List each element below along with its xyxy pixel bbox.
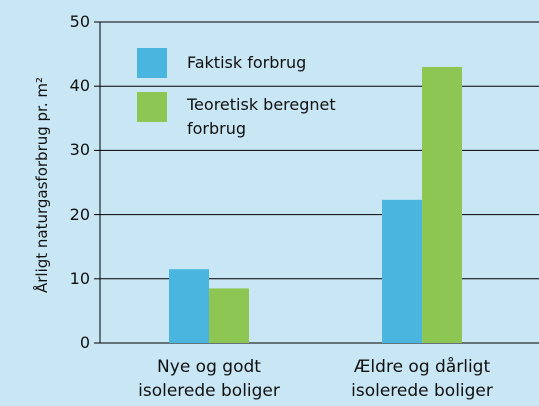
- bar: [422, 66, 462, 343]
- bar: [382, 199, 422, 343]
- legend-label: Teoretisk beregnet forbrug: [187, 95, 336, 138]
- y-tick-label: 40: [69, 76, 90, 96]
- bar: [169, 269, 209, 343]
- y-tick-label: 50: [69, 12, 90, 31]
- y-axis-label: Årligt naturgasforbrug pr. m²: [33, 76, 51, 294]
- y-tick-label: 10: [69, 268, 90, 288]
- y-tick-label: 0: [79, 333, 90, 352]
- x-tick-label: Nye og godt isolerede boliger: [138, 357, 280, 401]
- bar: [209, 288, 249, 343]
- legend-swatch: [137, 92, 167, 122]
- y-tick-label: 20: [69, 204, 90, 224]
- x-tick-label: Ældre og dårligt isolerede boliger: [351, 357, 493, 401]
- y-tick-label: 30: [69, 140, 90, 160]
- legend-swatch: [137, 48, 167, 78]
- legend-label: Faktisk forbrug: [187, 53, 307, 72]
